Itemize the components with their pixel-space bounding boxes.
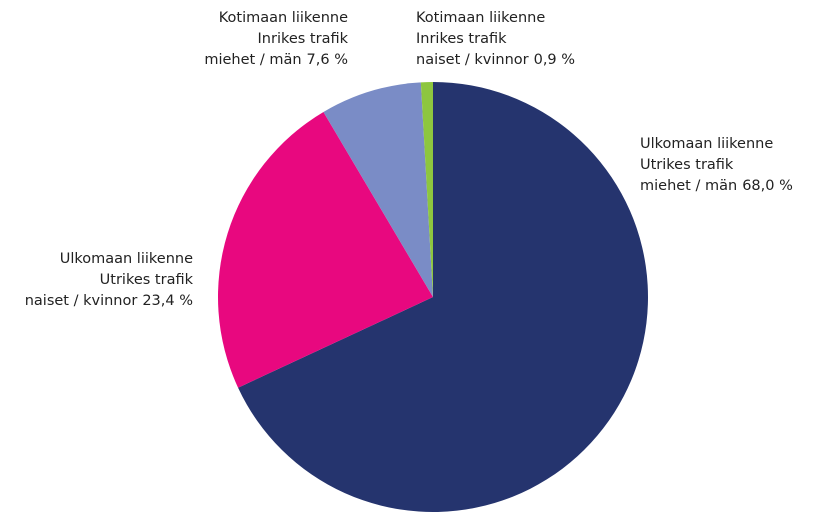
value-label: 0,9 % [534, 52, 575, 68]
slice-label: Inrikes trafik [258, 31, 349, 47]
slice-label: Ulkomaan liikenne [60, 251, 193, 267]
slice-label: Inrikes trafik [416, 31, 507, 47]
slice-label: Kotimaan liikenne [219, 10, 348, 26]
category-label: Kotimaan liikenne [219, 10, 348, 26]
pie-slice [238, 82, 649, 512]
category-label: Kotimaan liikenne [416, 10, 545, 26]
category-label: naiset / kvinnor [25, 293, 138, 309]
category-label: miehet / män [640, 178, 737, 194]
category-label: naiset / kvinnor [416, 52, 529, 68]
category-label: Inrikes trafik [416, 31, 507, 47]
slice-label: Kotimaan liikenne [416, 10, 545, 26]
value-label: 68,0 % [742, 178, 793, 194]
pie-slice [420, 82, 433, 297]
pie-slice [323, 82, 433, 297]
slice-label: Ulkomaan liikenne [640, 136, 773, 152]
category-label: Utrikes trafik [100, 272, 194, 288]
pie-slice [218, 111, 433, 388]
category-label: Ulkomaan liikenne [60, 251, 193, 267]
slice-label: naiset / kvinnor 0,9 % [416, 52, 575, 68]
slice-label: miehet / män 68,0 % [640, 178, 793, 194]
slice-label: miehet / män 7,6 % [204, 52, 348, 68]
category-label: Inrikes trafik [258, 31, 349, 47]
category-label: miehet / män [204, 52, 301, 68]
category-label: Ulkomaan liikenne [640, 136, 773, 152]
slice-label: Utrikes trafik [640, 157, 734, 173]
slice-label: naiset / kvinnor 23,4 % [25, 293, 193, 309]
category-label: Utrikes trafik [640, 157, 734, 173]
value-label: 7,6 % [307, 52, 348, 68]
slice-label: Utrikes trafik [100, 272, 194, 288]
value-label: 23,4 % [142, 293, 193, 309]
